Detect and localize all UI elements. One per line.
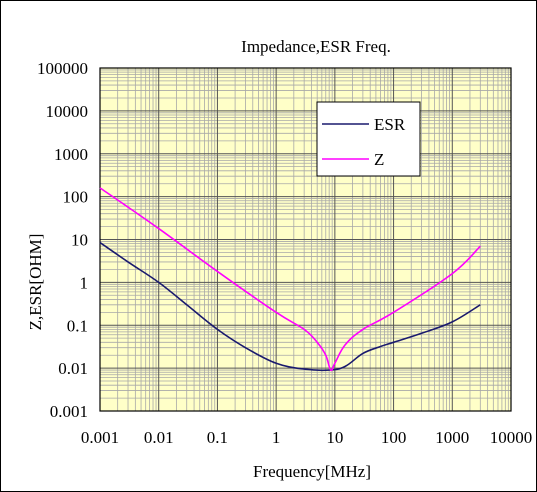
y-tick-label: 100 — [63, 188, 89, 207]
x-tick-label: 0.1 — [207, 428, 228, 447]
x-tick-label: 10 — [326, 428, 343, 447]
chart-title: Impedance,ESR Freq. — [241, 37, 391, 56]
series-layer — [99, 187, 481, 372]
x-tick-label: 1000 — [435, 428, 469, 447]
plot-border — [99, 67, 512, 412]
y-tick-label: 0.01 — [58, 359, 88, 378]
x-tick-label: 1 — [272, 428, 281, 447]
tick-labels: 0.001 0.01 0.1 1 10 100 1000 10000 0.001 0.01 0.1 1… — [37, 59, 532, 447]
legend-label-esr: ESR — [374, 115, 406, 134]
series-line-esr — [99, 241, 481, 372]
y-tick-label: 100000 — [37, 59, 88, 78]
x-tick-label: 0.01 — [144, 428, 174, 447]
y-tick-label: 1000 — [54, 145, 88, 164]
y-tick-label: 1 — [80, 273, 89, 292]
y-tick-label: 10000 — [46, 102, 89, 121]
grid-lines — [99, 67, 512, 412]
y-tick-label: 0.1 — [67, 316, 88, 335]
x-tick-label: 0.001 — [81, 428, 119, 447]
legend-label-z: Z — [374, 150, 384, 169]
y-axis-label: Z,ESR[OHM] — [26, 234, 45, 331]
x-axis-label: Frequency[MHz] — [253, 462, 371, 481]
x-tick-label: 100 — [381, 428, 407, 447]
x-tick-label: 10000 — [490, 428, 533, 447]
legend: ESR Z — [316, 101, 421, 177]
y-tick-label: 10 — [71, 231, 88, 250]
series-line-z — [99, 187, 481, 372]
legend-box — [316, 101, 421, 177]
y-tick-label: 0.001 — [50, 402, 88, 421]
